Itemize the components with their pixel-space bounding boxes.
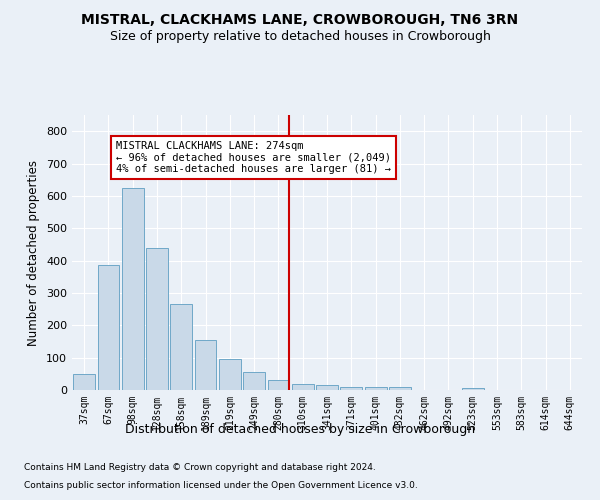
Bar <box>243 372 265 390</box>
Text: Distribution of detached houses by size in Crowborough: Distribution of detached houses by size … <box>125 422 475 436</box>
Text: Contains HM Land Registry data © Crown copyright and database right 2024.: Contains HM Land Registry data © Crown c… <box>24 464 376 472</box>
Bar <box>389 387 411 390</box>
Text: Contains public sector information licensed under the Open Government Licence v3: Contains public sector information licen… <box>24 481 418 490</box>
Text: MISTRAL, CLACKHAMS LANE, CROWBOROUGH, TN6 3RN: MISTRAL, CLACKHAMS LANE, CROWBOROUGH, TN… <box>82 12 518 26</box>
Y-axis label: Number of detached properties: Number of detached properties <box>28 160 40 346</box>
Bar <box>462 388 484 390</box>
Bar <box>316 385 338 390</box>
Bar <box>292 384 314 390</box>
Text: MISTRAL CLACKHAMS LANE: 274sqm
← 96% of detached houses are smaller (2,049)
4% o: MISTRAL CLACKHAMS LANE: 274sqm ← 96% of … <box>116 141 391 174</box>
Bar <box>194 340 217 390</box>
Bar <box>365 387 386 390</box>
Bar <box>340 387 362 390</box>
Text: Size of property relative to detached houses in Crowborough: Size of property relative to detached ho… <box>110 30 490 43</box>
Bar <box>122 188 143 390</box>
Bar <box>146 248 168 390</box>
Bar <box>170 304 192 390</box>
Bar <box>268 380 289 390</box>
Bar <box>219 358 241 390</box>
Bar <box>73 374 95 390</box>
Bar <box>97 266 119 390</box>
